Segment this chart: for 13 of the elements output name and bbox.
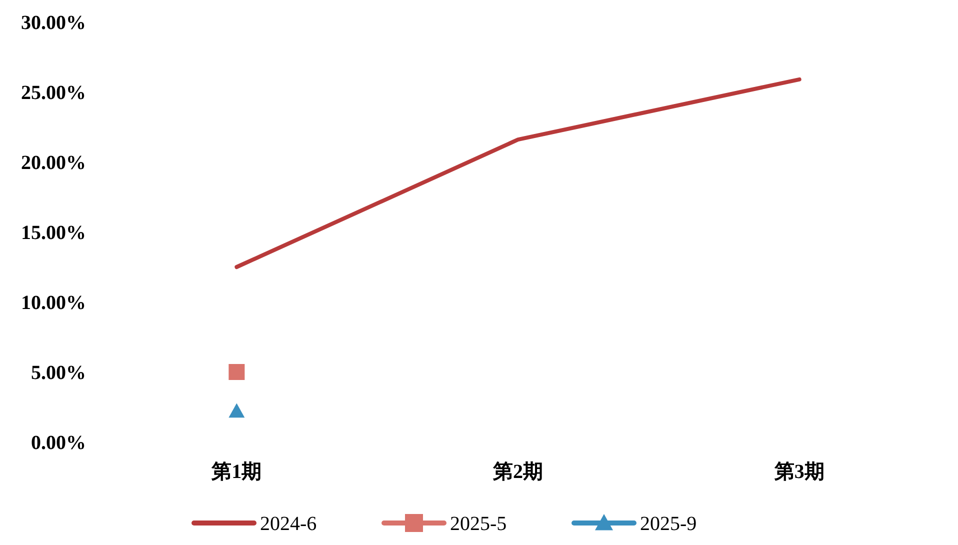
- y-tick-label: 25.00%: [21, 82, 86, 104]
- y-tick-label: 5.00%: [31, 362, 86, 384]
- y-tick-label: 0.00%: [31, 432, 86, 454]
- x-tick-label: 第2期: [492, 461, 543, 483]
- y-tick-label: 30.00%: [21, 12, 86, 34]
- y-tick-label: 20.00%: [21, 152, 86, 174]
- legend-label: 2024-6: [260, 513, 317, 535]
- x-tick-label: 第3期: [773, 461, 824, 483]
- legend-label: 2025-5: [450, 513, 507, 535]
- x-tick-label: 第1期: [210, 461, 262, 483]
- y-tick-label: 10.00%: [21, 292, 86, 314]
- y-tick-label: 15.00%: [21, 222, 86, 244]
- legend-label: 2025-9: [640, 513, 697, 535]
